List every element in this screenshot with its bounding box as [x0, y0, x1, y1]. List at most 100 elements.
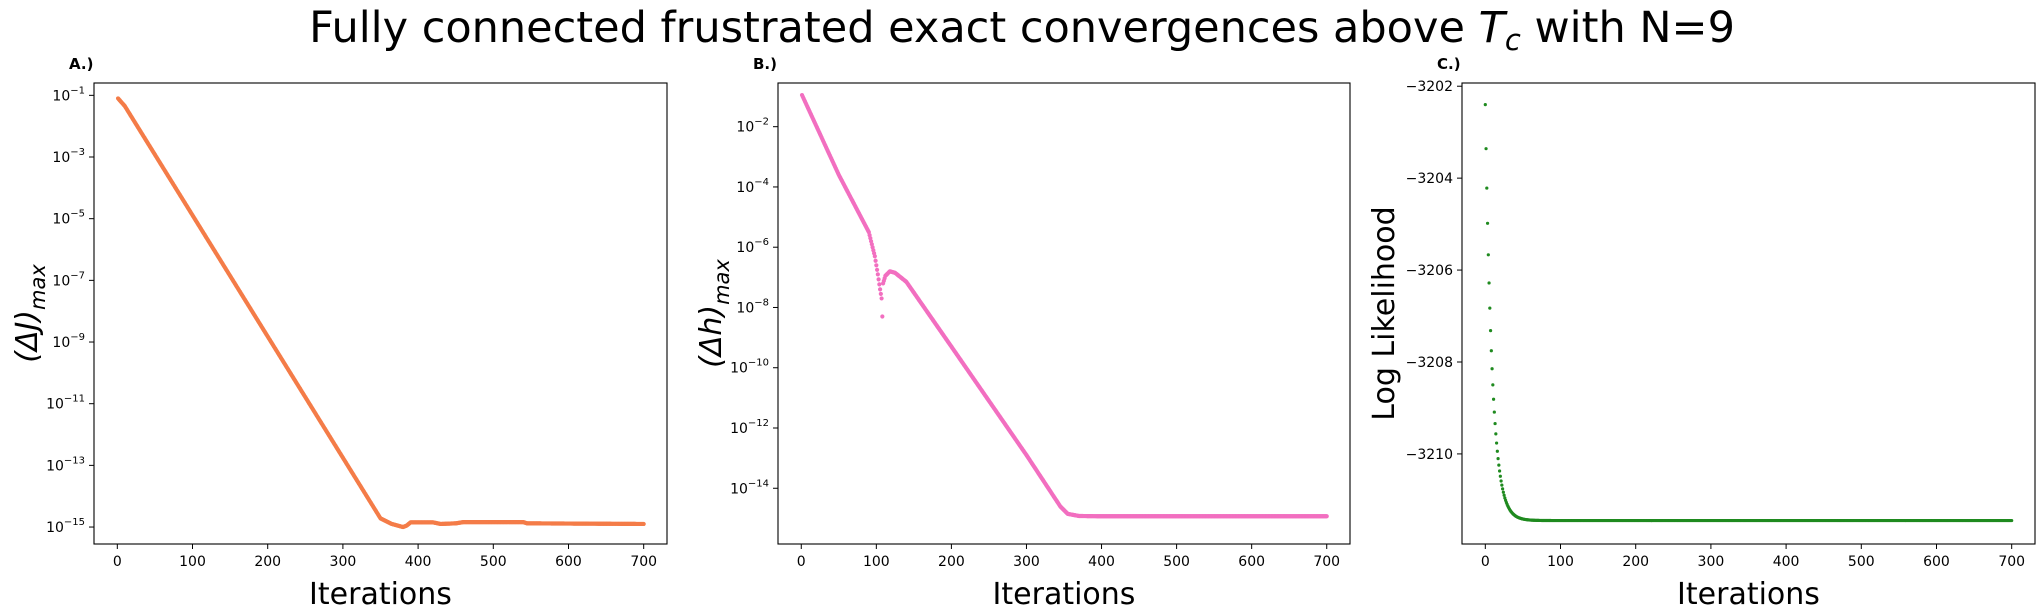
panel-c-ytick-label: −3210 — [1406, 447, 1453, 463]
panel-b-data-points — [799, 92, 1329, 519]
panel-c-data-point — [2010, 518, 2014, 523]
panel-b-data-point — [872, 254, 877, 259]
panel-c-data-point — [1488, 329, 1493, 333]
panel-b-data-point — [874, 267, 880, 272]
panel-a-data-points — [115, 96, 646, 530]
panel-a-xtick-label: 300 — [330, 554, 357, 570]
panel-b-ytick-label: 10−10 — [730, 358, 769, 377]
panel-a-ytick-label: 10−9 — [52, 332, 85, 351]
panel-c-xtick-label: 100 — [1547, 554, 1574, 570]
panel-a-ytick-label: 10−3 — [52, 147, 85, 166]
panel-b-ylabel: (Δh)max — [694, 259, 734, 368]
panel-c-data-point — [1487, 281, 1491, 285]
panel-c-label: C.) — [1437, 55, 1461, 73]
panel-a-label: A.) — [69, 55, 93, 73]
panel-c-xtick-label: 600 — [1923, 554, 1950, 570]
panel-a: A.) 0 100 200 300 400 500 600 700 10−1 10−3 10−5 10−… — [10, 55, 668, 611]
panel-c-xtick-label: 400 — [1773, 554, 1800, 570]
panel-c-data-point — [1496, 456, 1500, 461]
panel-c-ytick-label: −3208 — [1406, 355, 1453, 371]
panel-b-ytick-label: 10−6 — [736, 237, 769, 256]
panel-c-data-point — [1501, 487, 1505, 491]
panel-b-xtick-label: 100 — [863, 554, 890, 570]
panel-b-data-point — [1324, 514, 1329, 519]
panel-b-ytick-label: 10−4 — [736, 177, 769, 196]
panel-c-data-point — [1495, 449, 1499, 453]
panel-c-data-point — [1484, 147, 1488, 151]
panel-b-ytick-label: 10−14 — [730, 478, 769, 497]
panel-b-ytick-label: 10−12 — [730, 418, 769, 437]
panel-b-xtick-label: 300 — [1013, 554, 1040, 570]
panel-b-xlabel: Iterations — [993, 577, 1136, 611]
panel-b-ytick-label: 10−2 — [736, 117, 769, 136]
panel-a-axes-frame — [93, 82, 668, 545]
panel-c-data-point — [1502, 493, 1506, 497]
panel-b-data-point — [878, 291, 883, 297]
panel-a-xtick-label: 200 — [254, 554, 281, 570]
panel-a-data-point — [641, 521, 646, 527]
panel-b-xtick-label: 700 — [1313, 554, 1340, 570]
panel-c-data-point — [1493, 421, 1497, 426]
panel-a-ytick-label: 10−13 — [46, 455, 85, 474]
panel-c-xtick-label: 500 — [1848, 554, 1875, 570]
panel-b-data-point — [876, 277, 881, 282]
panel-b-data-point — [874, 263, 879, 268]
panel-c-xtick-label: 0 — [1481, 554, 1490, 570]
panel-a-xlabel: Iterations — [309, 577, 452, 611]
panel-c-data-point — [1501, 490, 1505, 494]
panel-c-data-point — [1497, 463, 1501, 467]
panel-a-ylabel: (ΔJ)max — [10, 264, 50, 363]
panel-c-data-point — [1494, 432, 1498, 436]
panel-a-ytick-label: 10−1 — [52, 85, 85, 104]
panel-b-xtick-label: 400 — [1088, 554, 1115, 570]
panel-b-data-point — [875, 272, 880, 277]
panel-c-xlabel: Iterations — [1677, 577, 1820, 611]
panel-c-xtick-label: 300 — [1698, 554, 1725, 570]
panel-b-ytick-label: 10−8 — [736, 297, 769, 316]
panel-b-data-point — [880, 314, 885, 319]
panel-c-ytick-label: −3202 — [1406, 79, 1453, 95]
panel-a-ytick-label: 10−7 — [52, 270, 85, 289]
title-symbol: T — [1479, 3, 1509, 53]
figure-title: Fully connected frustrated exact converg… — [309, 3, 1735, 57]
panel-c-xtick-label: 700 — [1998, 554, 2025, 570]
title-text-after: with N=9 — [1521, 3, 1735, 53]
panel-c-data-point — [1492, 410, 1496, 414]
panel-b-xtick-label: 200 — [938, 554, 965, 570]
panel-c-axes-frame — [1461, 82, 2036, 545]
panel-c-data-point — [1491, 383, 1495, 387]
panel-c-data-point — [1498, 474, 1502, 478]
panel-c-data-point — [1485, 186, 1489, 190]
panel-c-data-point — [1498, 469, 1502, 473]
title-subscript: c — [1505, 23, 1521, 57]
panel-b-data-point — [877, 282, 882, 287]
title-text-before: Fully connected frustrated exact converg… — [309, 3, 1479, 53]
panel-c-ytick-label: −3206 — [1406, 263, 1453, 279]
panel-c-data-point — [1488, 306, 1492, 310]
panel-b-data-point — [877, 287, 883, 292]
panel-c-data-point — [1483, 103, 1487, 107]
panel-c-data-point — [1490, 367, 1494, 371]
panel-a-xtick-label: 500 — [480, 554, 507, 570]
panel-c-ytick-label: −3204 — [1406, 171, 1453, 187]
panel-c-data-point — [1499, 479, 1503, 483]
panel-a-xtick-label: 0 — [113, 554, 122, 570]
panel-b: B.) 0 100 200 300 400 500 600 700 10−2 10−4 10−6 10−… — [694, 55, 1351, 611]
panel-b-axes-frame — [777, 82, 1351, 545]
panel-a-xtick-label: 600 — [555, 554, 582, 570]
panel-c-data-points — [1483, 103, 2014, 523]
panel-c: C.) 0 100 200 300 400 500 600 700 −3202 −3204 −3206… — [1367, 55, 2036, 611]
panel-c-data-point — [1491, 397, 1496, 401]
panel-a-xtick-label: 100 — [179, 554, 206, 570]
panel-c-data-point — [1500, 483, 1504, 487]
panel-c-data-point — [1486, 253, 1490, 257]
panel-a-xtick-label: 400 — [405, 554, 432, 570]
panel-b-xtick-label: 600 — [1238, 554, 1265, 570]
panel-c-xtick-label: 200 — [1622, 554, 1649, 570]
panel-a-ytick-label: 10−5 — [52, 209, 85, 228]
panel-a-ytick-label: 10−15 — [46, 517, 85, 536]
panel-c-ylabel: Log Likelihood — [1367, 206, 1402, 420]
panel-a-ytick-label: 10−11 — [46, 394, 85, 413]
panel-b-label: B.) — [753, 55, 777, 73]
